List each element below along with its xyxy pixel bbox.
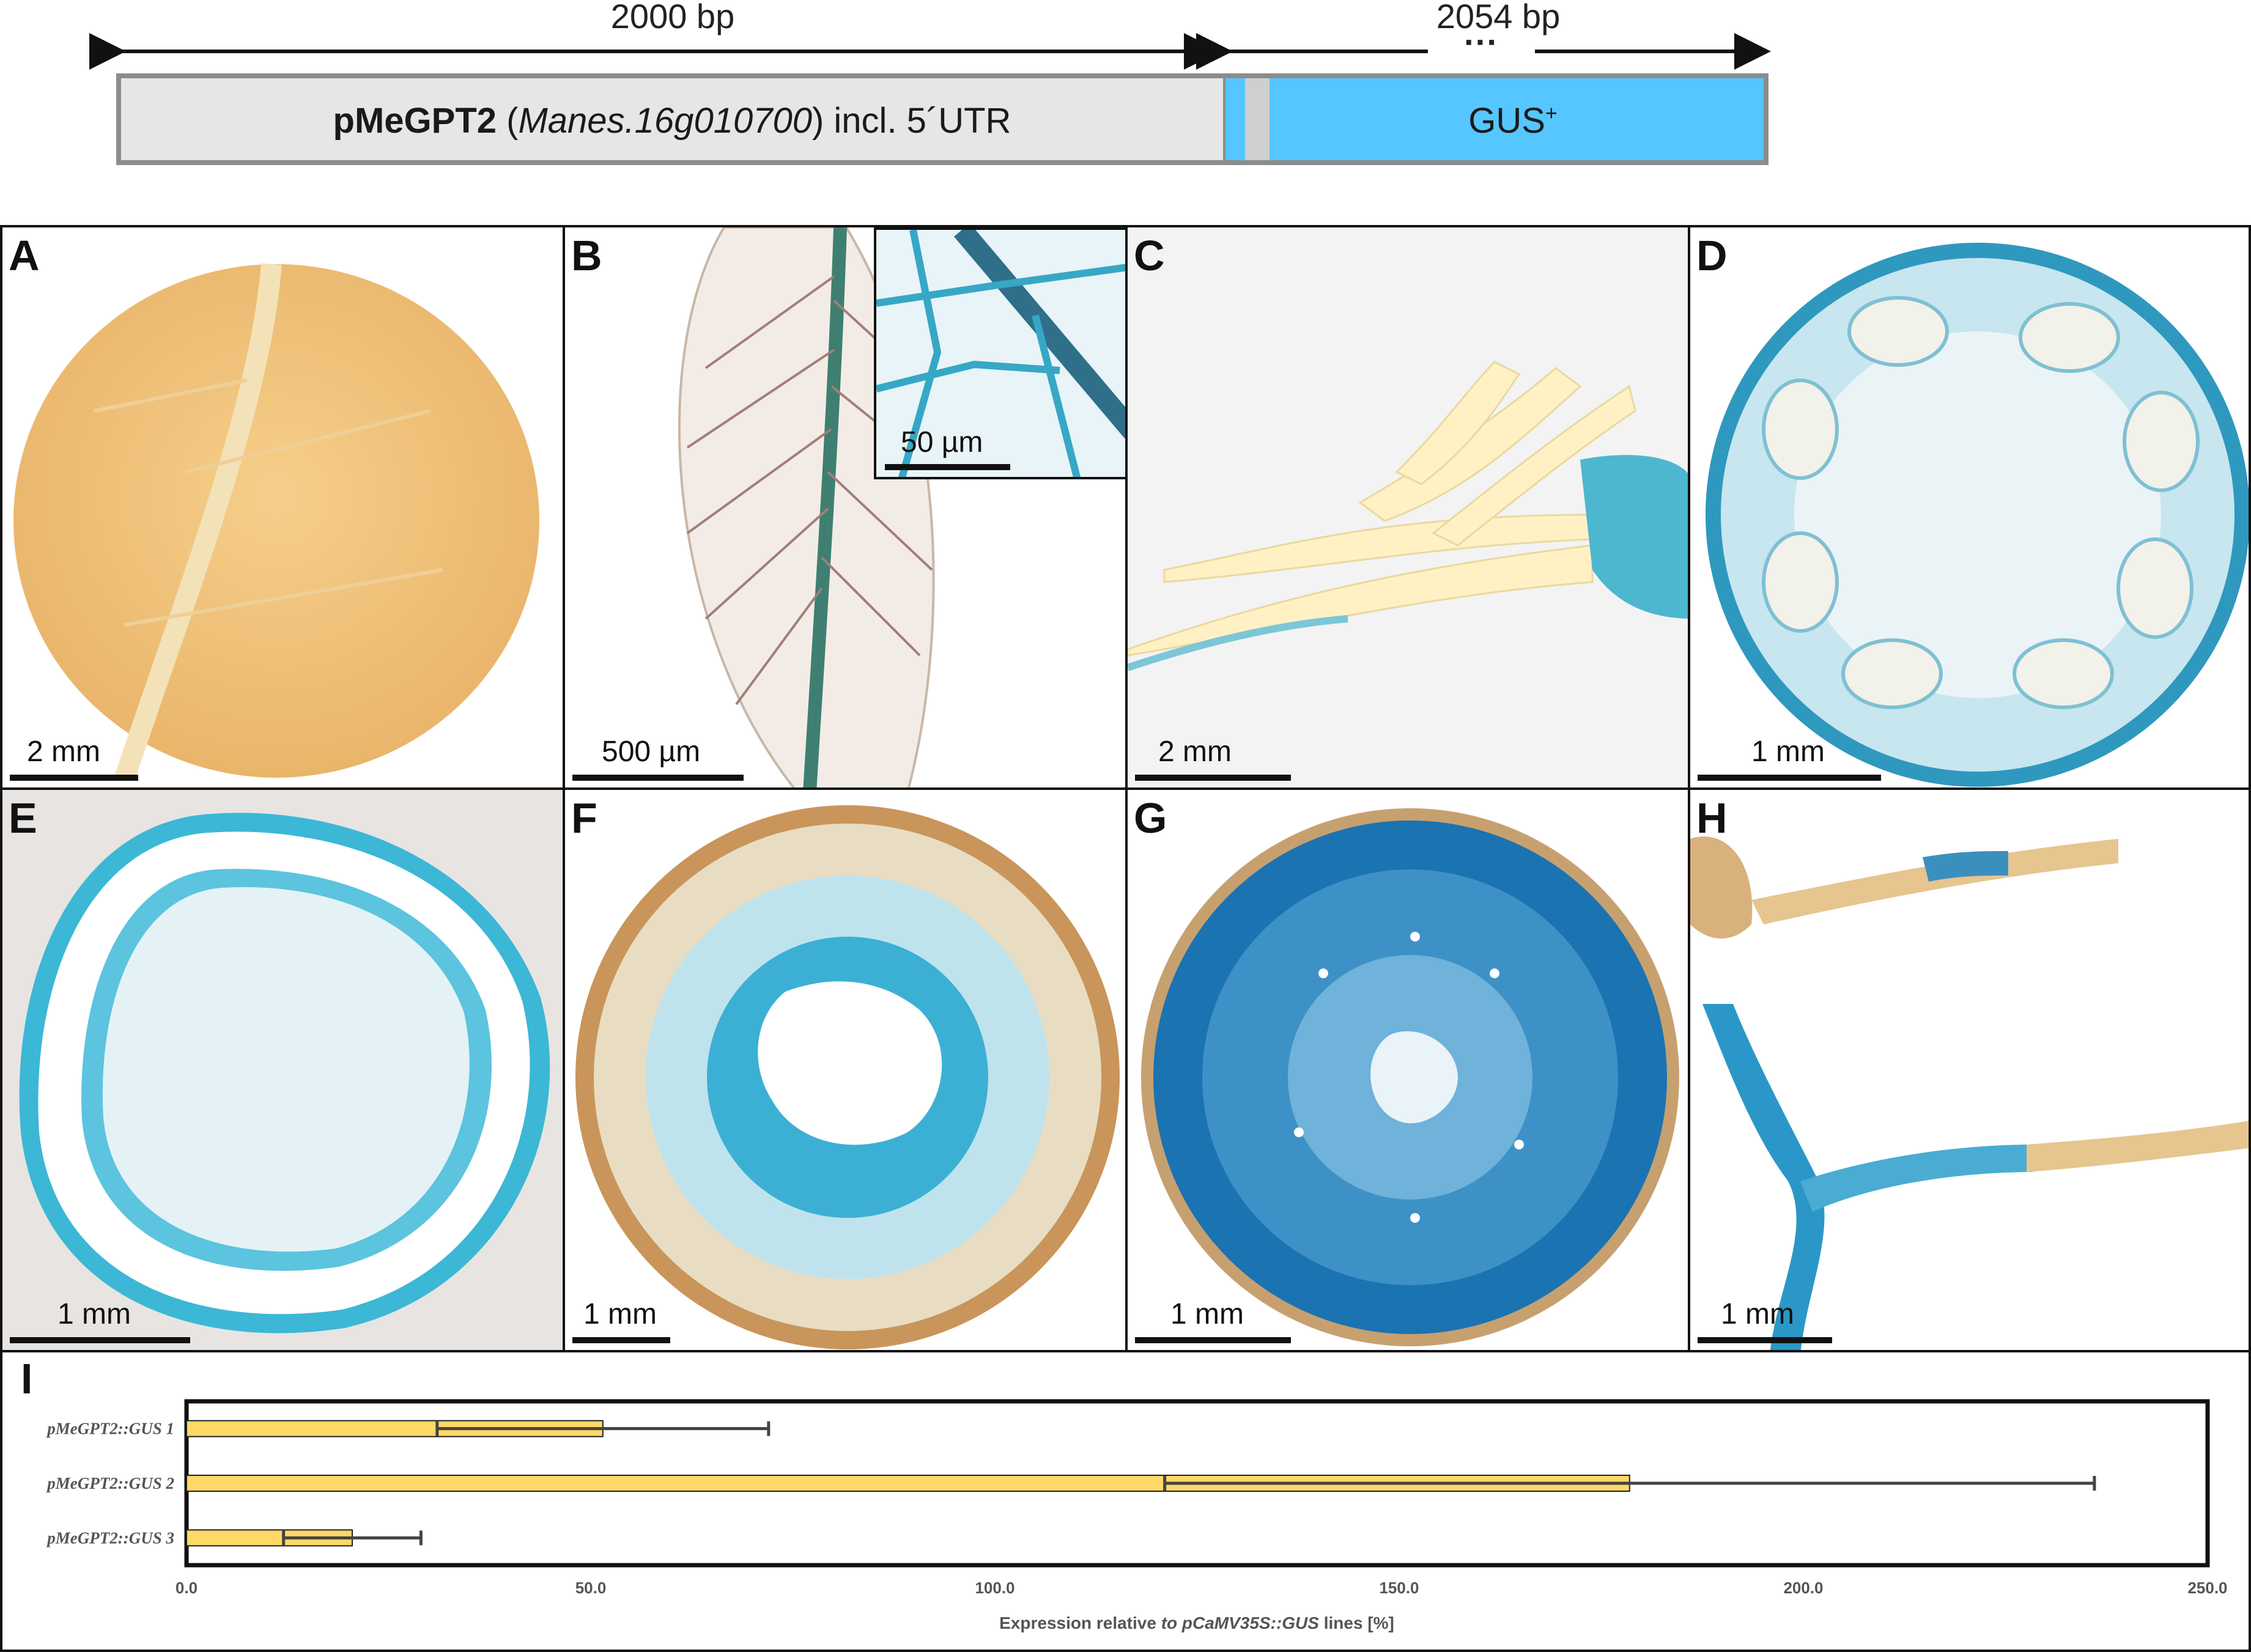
scale-label-d: 1 mm bbox=[1751, 736, 1825, 768]
panel-letter-f: F bbox=[571, 794, 597, 842]
x-tick-label-2: 50.0 bbox=[575, 1579, 607, 1597]
scale-bar-f bbox=[572, 1337, 670, 1343]
x-tick-label-3: 100.0 bbox=[975, 1579, 1015, 1597]
panel-f: F 1 mm bbox=[563, 787, 1128, 1352]
panel-letter-e: E bbox=[9, 794, 37, 842]
promoter-length-label: 2000 bp bbox=[610, 0, 735, 35]
x-tick-label-4: 150.0 bbox=[1379, 1579, 1419, 1597]
panel-letter-i: I bbox=[21, 1355, 33, 1403]
stem-section-image bbox=[19, 813, 550, 1333]
inset-scale-label: 50 µm bbox=[901, 426, 983, 459]
panel-e: E 1 mm bbox=[0, 787, 565, 1352]
inset-scale-bar bbox=[885, 464, 1010, 470]
scale-bar-a bbox=[10, 775, 138, 781]
leaf-disc-image bbox=[13, 263, 539, 781]
bar-1 bbox=[186, 1420, 604, 1437]
scale-bar-d bbox=[1698, 775, 1881, 781]
panel-letter-h: H bbox=[1696, 794, 1728, 842]
promoter-label: pMeGPT2 (Manes.16g010700) incl. 5´UTR bbox=[121, 100, 1223, 141]
panel-letter-a: A bbox=[9, 232, 40, 279]
root-section-image bbox=[575, 805, 1120, 1349]
scale-bar-c bbox=[1135, 775, 1291, 781]
x-tick-label-1: 0.0 bbox=[176, 1579, 198, 1597]
reporter-superscript: + bbox=[1545, 101, 1558, 125]
flower-image bbox=[1128, 361, 1688, 671]
reporter-box: GUS+ bbox=[1223, 73, 1769, 165]
x-axis-label-suffix: lines [%] bbox=[1319, 1613, 1394, 1632]
error-bar-2 bbox=[1163, 1476, 2096, 1491]
panel-letter-b: B bbox=[571, 232, 602, 279]
promoter-utr-text: ) incl. 5´UTR bbox=[811, 101, 1011, 141]
panel-letter-c: C bbox=[1134, 232, 1165, 279]
length-arrows bbox=[89, 33, 1771, 70]
reporter-length-label: 2054 bp bbox=[1436, 0, 1561, 35]
linker-segment bbox=[1245, 78, 1270, 160]
scale-label-h: 1 mm bbox=[1721, 1298, 1794, 1330]
error-bar-1 bbox=[435, 1421, 771, 1436]
scale-bar-e bbox=[10, 1337, 190, 1343]
reporter-name: GUS bbox=[1468, 101, 1545, 141]
length-ellipsis: ··· bbox=[1464, 23, 1498, 61]
scale-label-a: 2 mm bbox=[27, 736, 100, 768]
scale-label-f: 1 mm bbox=[583, 1298, 657, 1330]
scale-bar-b bbox=[572, 775, 744, 781]
promoter-name: pMeGPT2 bbox=[333, 101, 497, 141]
panel-letter-d: D bbox=[1696, 232, 1728, 279]
inset-vein-image bbox=[876, 230, 1125, 477]
x-axis-label: Expression relative to pCaMV35S::GUS lin… bbox=[999, 1613, 1394, 1632]
panel-c: C 2 mm bbox=[1125, 225, 1690, 790]
panel-h: H 1 mm bbox=[1688, 787, 2251, 1352]
panel-b: B 50 µm 500 µm bbox=[563, 225, 1128, 790]
scale-label-g: 1 mm bbox=[1170, 1298, 1244, 1330]
x-tick-label-5: 200.0 bbox=[1783, 1579, 1823, 1597]
panel-d: D 1 mm bbox=[1688, 225, 2251, 790]
category-label-3: pMeGPT2::GUS 3 bbox=[46, 1528, 174, 1547]
scale-bar-g bbox=[1135, 1337, 1291, 1343]
panel-b-inset: 50 µm bbox=[874, 227, 1125, 479]
scale-label-b: 500 µm bbox=[602, 736, 701, 768]
x-axis-label-prefix: Expression relative bbox=[999, 1613, 1161, 1632]
petiole-section-image bbox=[1706, 243, 2249, 787]
scale-label-c: 2 mm bbox=[1158, 736, 1232, 768]
x-tick-label-6: 250.0 bbox=[2187, 1579, 2227, 1597]
panel-a: A 2 mm bbox=[0, 225, 565, 790]
reporter-label: GUS+ bbox=[1262, 100, 1764, 141]
scale-bar-h bbox=[1698, 1337, 1832, 1343]
panel-letter-g: G bbox=[1134, 794, 1167, 842]
roots-image bbox=[1690, 836, 2249, 1350]
category-label-1: pMeGPT2::GUS 1 bbox=[46, 1420, 174, 1438]
promoter-paren: ( bbox=[497, 101, 519, 141]
panel-i-frame bbox=[0, 1350, 2251, 1652]
promoter-box: pMeGPT2 (Manes.16g010700) incl. 5´UTR bbox=[116, 73, 1223, 165]
storage-root-section-image bbox=[1141, 808, 1679, 1346]
panel-g: G 1 mm bbox=[1125, 787, 1690, 1352]
scale-label-e: 1 mm bbox=[57, 1298, 131, 1330]
error-bar-3 bbox=[282, 1530, 423, 1546]
x-axis-label-italic: to pCaMV35S::GUS bbox=[1161, 1613, 1320, 1632]
category-label-2: pMeGPT2::GUS 2 bbox=[46, 1474, 174, 1492]
promoter-gene-id: Manes.16g010700 bbox=[518, 101, 812, 141]
